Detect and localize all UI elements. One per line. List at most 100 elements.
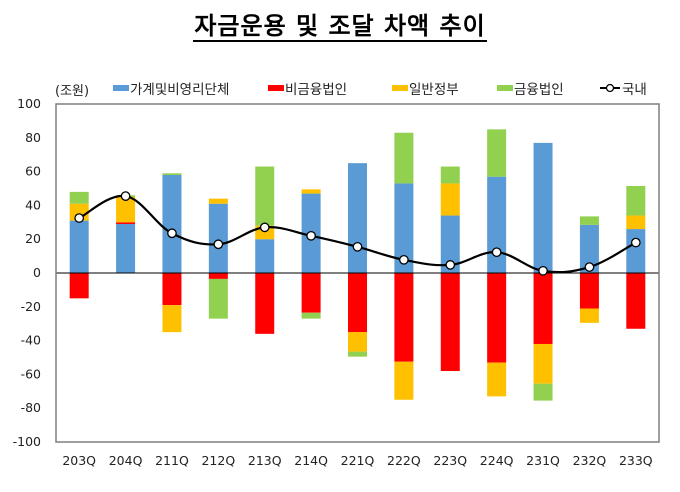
bar-segment-3-213Q <box>255 166 275 226</box>
line-series-domestic <box>74 191 641 276</box>
y-axis: 100 80 60 40 20 0 -20 -40 -60 -80 -100 <box>13 96 41 449</box>
bar-segment-0-231Q <box>533 142 553 273</box>
bar-segment-2-231Q <box>533 343 553 384</box>
bar-segment-1-224Q <box>487 273 507 363</box>
chart-title: 자금운용 및 조달 차액 추이 <box>0 12 680 42</box>
bar-segment-2-221Q <box>348 332 367 352</box>
line-marker-221Q <box>352 241 363 252</box>
bar-segment-3-231Q <box>533 383 553 401</box>
bar-segment-3-221Q <box>348 351 367 357</box>
line-marker-224Q <box>491 247 502 258</box>
y-tick-label: 0 <box>33 265 41 280</box>
legend-swatch-household-icon <box>113 85 129 91</box>
bar-segment-1-232Q <box>579 273 599 309</box>
legend-swatch-government-icon <box>392 85 408 91</box>
bar-segment-1-223Q <box>440 273 460 372</box>
y-tick-label: 100 <box>17 96 41 111</box>
legend-item-government: 일반정부 <box>392 79 459 98</box>
x-tick-label: 213Q <box>248 453 282 468</box>
line-marker-223Q <box>445 260 456 270</box>
bar-segment-0-204Q <box>116 223 136 273</box>
bar-segment-3-224Q <box>487 129 507 177</box>
y-tick-label: -40 <box>21 333 41 348</box>
bar-segment-0-221Q <box>348 163 367 273</box>
bar-segment-2-233Q <box>626 215 646 230</box>
legend-item-nonfinancial: 비금융법인 <box>268 79 348 98</box>
y-tick-label: -100 <box>13 434 41 449</box>
x-axis: 203Q 204Q 211Q 212Q 213Q 214Q 221Q 222Q 223Q 224Q… <box>62 453 652 468</box>
bar-segment-2-204Q <box>116 196 136 223</box>
line-marker-212Q <box>213 239 224 250</box>
bar-segment-3-223Q <box>440 166 460 184</box>
bar-segment-1-221Q <box>348 273 367 333</box>
line-marker-211Q <box>167 228 177 239</box>
line-marker-214Q <box>306 230 316 241</box>
y-axis-unit-label: (조원) <box>55 84 90 99</box>
x-tick-label: 214Q <box>294 453 328 468</box>
bar-segment-1-204Q <box>116 222 136 224</box>
legend-item-domestic: 국내 <box>600 79 647 98</box>
legend-swatch-nonfinancial-icon <box>268 85 284 91</box>
bar-segment-1-203Q <box>69 273 89 299</box>
bar-segment-0-203Q <box>69 220 89 273</box>
x-tick-label: 203Q <box>62 453 96 468</box>
x-tick-label: 231Q <box>526 453 560 468</box>
bar-segment-0-212Q <box>208 203 228 273</box>
bar-segment-3-212Q <box>208 278 228 319</box>
bar-segment-2-211Q <box>162 305 182 333</box>
x-tick-label: 222Q <box>387 453 421 468</box>
bar-segment-1-213Q <box>255 273 275 334</box>
bar-series-group <box>69 129 646 401</box>
line-marker-233Q <box>630 237 641 248</box>
bar-segment-3-211Q <box>162 173 182 175</box>
y-tick-label: 20 <box>25 231 41 246</box>
bar-segment-3-233Q <box>626 185 646 216</box>
bar-segment-1-214Q <box>301 273 321 313</box>
legend-label-nonfinancial: 비금융법인 <box>285 82 348 98</box>
x-tick-label: 233Q <box>619 453 653 468</box>
legend-line-marker-icon <box>600 83 620 93</box>
bar-segment-3-222Q <box>394 132 414 184</box>
legend-item-household: 가계및비영리단체 <box>113 79 230 98</box>
bar-segment-0-213Q <box>255 239 275 273</box>
x-tick-label: 211Q <box>155 453 189 468</box>
bar-segment-1-211Q <box>162 273 182 306</box>
line-marker-222Q <box>399 254 409 265</box>
y-tick-label: 40 <box>25 197 41 212</box>
bar-segment-2-212Q <box>208 198 228 204</box>
line-marker-232Q <box>584 262 595 272</box>
bar-segment-0-223Q <box>440 215 460 273</box>
legend-swatch-financial-icon <box>497 85 513 91</box>
y-tick-label: -20 <box>21 299 41 314</box>
bar-segment-2-222Q <box>394 361 414 400</box>
plot-area-border <box>55 103 660 443</box>
x-tick-label: 212Q <box>201 453 235 468</box>
bar-segment-1-233Q <box>626 273 646 329</box>
bar-segment-2-223Q <box>440 183 460 216</box>
bar-segment-0-224Q <box>487 176 507 273</box>
line-marker-204Q <box>120 191 131 201</box>
x-tick-label: 224Q <box>480 453 514 468</box>
bar-segment-3-214Q <box>301 312 321 319</box>
x-tick-label: 221Q <box>341 453 375 468</box>
bar-segment-0-232Q <box>579 224 599 273</box>
x-tick-label: 232Q <box>573 453 607 468</box>
bar-segment-1-212Q <box>208 273 228 279</box>
chart-title-text: 자금운용 및 조달 차액 추이 <box>193 12 487 42</box>
bar-segment-2-224Q <box>487 362 507 397</box>
y-tick-label: -60 <box>21 366 41 381</box>
x-tick-label: 204Q <box>109 453 143 468</box>
legend-label-household: 가계및비영리단체 <box>130 82 230 98</box>
bar-segment-3-203Q <box>69 191 89 204</box>
bar-segment-0-233Q <box>626 229 646 273</box>
bar-segment-3-232Q <box>579 216 599 225</box>
legend-label-financial: 금융법인 <box>514 82 564 98</box>
legend-label-government: 일반정부 <box>409 82 459 98</box>
y-tick-label: 60 <box>25 164 41 179</box>
line-marker-213Q <box>259 222 270 233</box>
bar-segment-2-214Q <box>301 189 321 194</box>
bar-segment-1-222Q <box>394 273 414 362</box>
y-tick-label: -80 <box>21 400 41 415</box>
x-tick-label: 223Q <box>433 453 467 468</box>
